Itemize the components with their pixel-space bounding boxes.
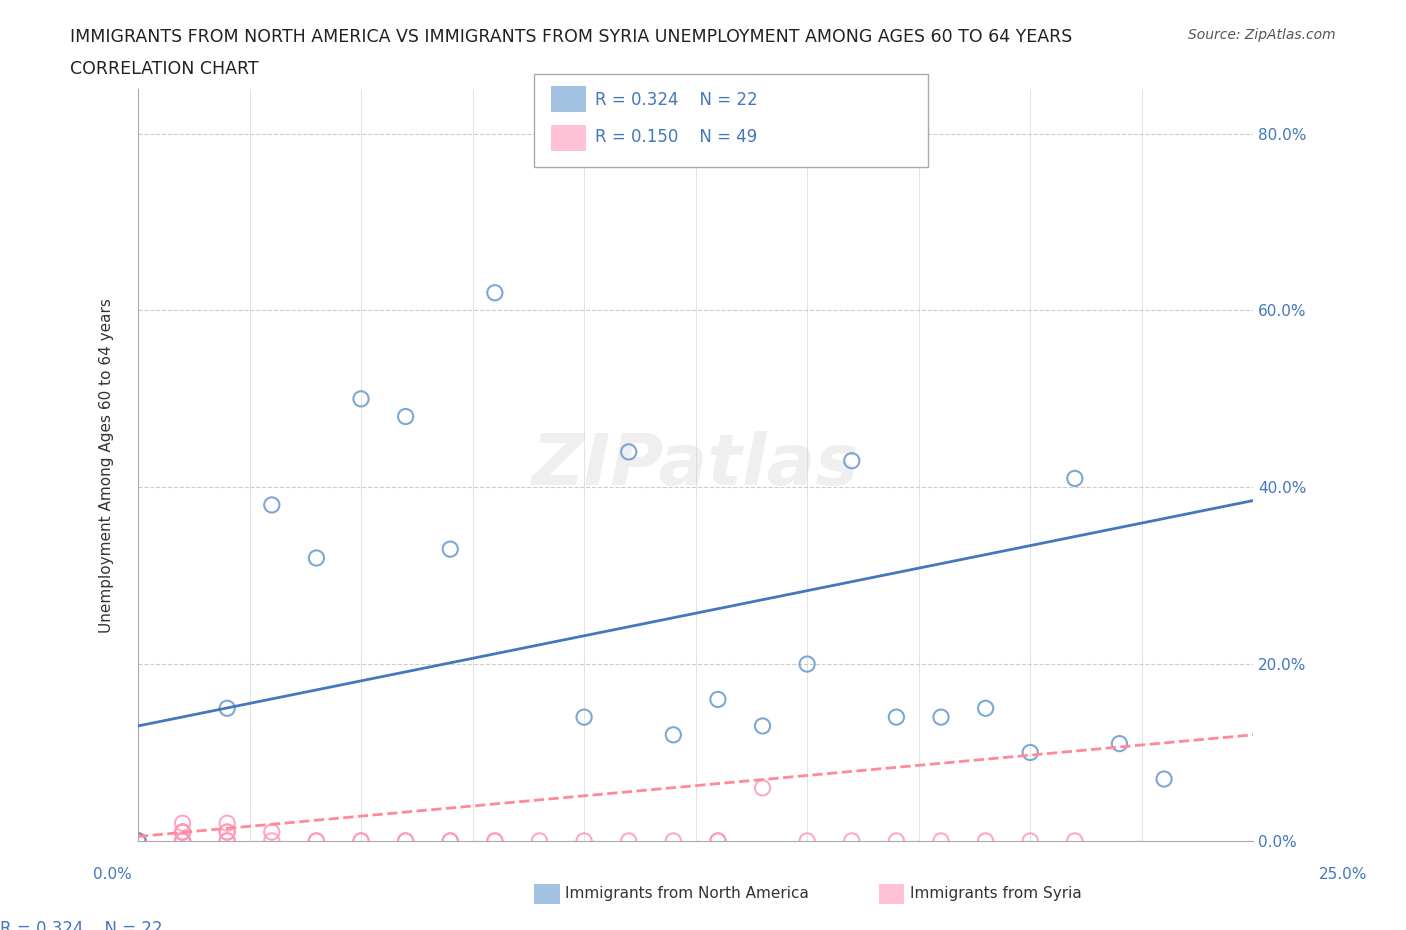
Point — [395, 409, 418, 424]
Point — [127, 833, 149, 848]
Point — [439, 541, 461, 556]
Point — [350, 392, 373, 406]
Point — [841, 453, 863, 468]
Point — [172, 825, 194, 840]
Point — [172, 833, 194, 848]
Point — [707, 833, 730, 848]
Point — [974, 701, 997, 716]
Point — [127, 833, 149, 848]
Point — [260, 825, 283, 840]
Point — [484, 286, 506, 300]
Point — [395, 833, 418, 848]
Point — [217, 701, 239, 716]
Point — [127, 833, 149, 848]
Point — [172, 833, 194, 848]
Text: 0.0%: 0.0% — [93, 867, 132, 882]
Point — [886, 833, 908, 848]
Point — [617, 445, 640, 459]
Text: R = 0.324    N = 22: R = 0.324 N = 22 — [0, 920, 163, 930]
Point — [1108, 737, 1130, 751]
Point — [127, 833, 149, 848]
Point — [662, 833, 685, 848]
Point — [751, 780, 773, 795]
Y-axis label: Unemployment Among Ages 60 to 64 years: Unemployment Among Ages 60 to 64 years — [100, 298, 114, 632]
Point — [572, 710, 595, 724]
Point — [929, 833, 952, 848]
Point — [529, 833, 551, 848]
Point — [350, 833, 373, 848]
Point — [484, 833, 506, 848]
Text: Immigrants from North America: Immigrants from North America — [565, 886, 808, 901]
Point — [1019, 745, 1042, 760]
Point — [260, 833, 283, 848]
Text: CORRELATION CHART: CORRELATION CHART — [70, 60, 259, 78]
Point — [439, 833, 461, 848]
Point — [350, 833, 373, 848]
Point — [796, 657, 818, 671]
Point — [260, 498, 283, 512]
Text: R = 0.324    N = 22: R = 0.324 N = 22 — [595, 90, 758, 109]
Point — [217, 825, 239, 840]
Point — [974, 833, 997, 848]
Point — [929, 710, 952, 724]
Point — [707, 833, 730, 848]
Point — [127, 833, 149, 848]
Point — [127, 833, 149, 848]
Point — [886, 710, 908, 724]
Point — [127, 833, 149, 848]
Text: R = 0.150    N = 49: R = 0.150 N = 49 — [595, 127, 756, 146]
Point — [662, 727, 685, 742]
Point — [484, 833, 506, 848]
Point — [1063, 833, 1085, 848]
Point — [305, 551, 328, 565]
Point — [707, 692, 730, 707]
Point — [127, 833, 149, 848]
Point — [572, 833, 595, 848]
Point — [172, 833, 194, 848]
Point — [751, 719, 773, 734]
Point — [1019, 833, 1042, 848]
Point — [127, 833, 149, 848]
Point — [172, 816, 194, 830]
Point — [127, 833, 149, 848]
Point — [172, 833, 194, 848]
Point — [841, 833, 863, 848]
Point — [617, 833, 640, 848]
Point — [1153, 772, 1175, 787]
Point — [439, 833, 461, 848]
Text: 25.0%: 25.0% — [1319, 867, 1367, 882]
Point — [217, 816, 239, 830]
Point — [305, 833, 328, 848]
Point — [395, 833, 418, 848]
Text: Source: ZipAtlas.com: Source: ZipAtlas.com — [1188, 28, 1336, 42]
Point — [172, 825, 194, 840]
Point — [305, 833, 328, 848]
Text: IMMIGRANTS FROM NORTH AMERICA VS IMMIGRANTS FROM SYRIA UNEMPLOYMENT AMONG AGES 6: IMMIGRANTS FROM NORTH AMERICA VS IMMIGRA… — [70, 28, 1073, 46]
Point — [217, 833, 239, 848]
Text: ZIPatlas: ZIPatlas — [531, 431, 859, 499]
Point — [1063, 471, 1085, 485]
Point — [217, 825, 239, 840]
Point — [172, 825, 194, 840]
Point — [796, 833, 818, 848]
Text: Immigrants from Syria: Immigrants from Syria — [910, 886, 1081, 901]
Point — [127, 833, 149, 848]
Point — [217, 833, 239, 848]
